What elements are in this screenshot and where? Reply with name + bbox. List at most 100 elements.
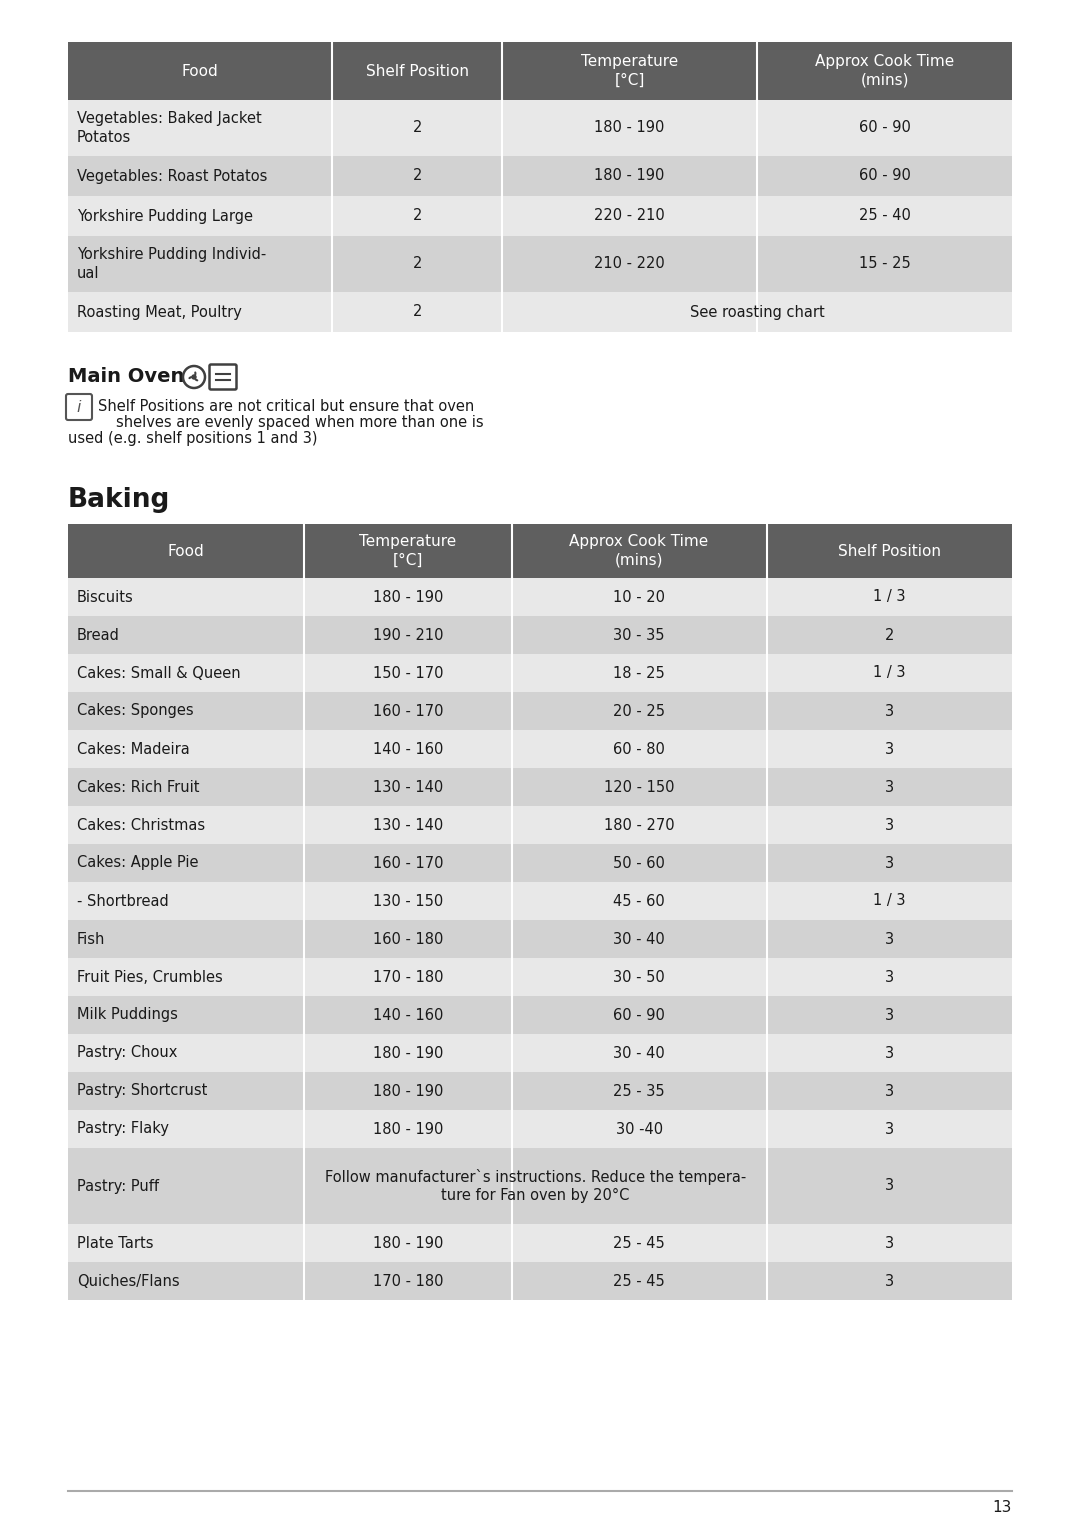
Bar	[333, 235, 502, 292]
Bar	[68, 1110, 303, 1148]
Bar	[757, 235, 1012, 292]
Bar	[512, 1034, 767, 1072]
Bar	[68, 235, 333, 292]
Text: Cakes: Christmas: Cakes: Christmas	[77, 818, 205, 832]
Bar	[68, 1034, 303, 1072]
Text: 2: 2	[413, 304, 422, 320]
Bar	[303, 1110, 512, 1148]
Bar	[303, 616, 512, 654]
Text: 2: 2	[885, 627, 894, 642]
Bar	[303, 995, 512, 1034]
Text: 30 - 40: 30 - 40	[613, 931, 665, 946]
Bar	[303, 524, 512, 578]
Text: 180 - 190: 180 - 190	[373, 1121, 443, 1136]
Bar	[68, 1225, 303, 1261]
Text: Temperature
[°C]: Temperature [°C]	[581, 54, 678, 87]
Text: 3: 3	[885, 1121, 894, 1136]
Text: 150 - 170: 150 - 170	[373, 665, 443, 680]
Text: Shelf Positions are not critical but ensure that oven: Shelf Positions are not critical but ens…	[98, 399, 474, 414]
Text: 2: 2	[413, 257, 422, 272]
Text: 180 - 190: 180 - 190	[373, 1046, 443, 1061]
Bar	[512, 1072, 767, 1110]
Text: Fruit Pies, Crumbles: Fruit Pies, Crumbles	[77, 969, 222, 985]
Bar	[767, 882, 1012, 920]
Bar	[303, 768, 512, 806]
Text: Temperature
[°C]: Temperature [°C]	[360, 534, 457, 567]
Bar	[512, 959, 767, 995]
Bar	[303, 1034, 512, 1072]
Text: Yorkshire Pudding Large: Yorkshire Pudding Large	[77, 208, 253, 223]
Text: Food: Food	[167, 543, 204, 558]
Text: 180 - 190: 180 - 190	[373, 1235, 443, 1251]
Text: 3: 3	[885, 969, 894, 985]
Text: Yorkshire Pudding Individ-
ual: Yorkshire Pudding Individ- ual	[77, 248, 267, 281]
Text: 45 - 60: 45 - 60	[613, 893, 665, 908]
Bar	[333, 292, 502, 332]
Text: 30 -40: 30 -40	[616, 1121, 663, 1136]
Bar	[757, 196, 1012, 235]
Bar	[512, 1110, 767, 1148]
Text: Cakes: Apple Pie: Cakes: Apple Pie	[77, 856, 199, 870]
Text: Vegetables: Baked Jacket
Potatos: Vegetables: Baked Jacket Potatos	[77, 112, 261, 145]
Text: Pastry: Shortcrust: Pastry: Shortcrust	[77, 1084, 207, 1098]
Bar	[502, 99, 757, 156]
Text: i: i	[77, 399, 81, 414]
Bar	[512, 882, 767, 920]
Bar	[767, 524, 1012, 578]
Text: Plate Tarts: Plate Tarts	[77, 1235, 153, 1251]
Text: Cakes: Rich Fruit: Cakes: Rich Fruit	[77, 780, 200, 795]
Text: Quiches/Flans: Quiches/Flans	[77, 1274, 179, 1289]
Bar	[512, 806, 767, 844]
Bar	[68, 693, 303, 729]
Text: 160 - 170: 160 - 170	[373, 856, 443, 870]
Bar	[303, 693, 512, 729]
Bar	[68, 41, 333, 99]
Text: Main Oven: Main Oven	[68, 367, 185, 387]
Text: 60 - 90: 60 - 90	[613, 1008, 665, 1023]
Bar	[512, 844, 767, 882]
Text: 3: 3	[885, 1008, 894, 1023]
Bar	[68, 524, 303, 578]
Text: 13: 13	[993, 1500, 1012, 1515]
Text: 170 - 180: 170 - 180	[373, 969, 443, 985]
Text: 120 - 150: 120 - 150	[604, 780, 674, 795]
Bar	[333, 41, 502, 99]
Circle shape	[192, 375, 195, 379]
Bar	[757, 41, 1012, 99]
Text: Biscuits: Biscuits	[77, 590, 134, 604]
Text: 50 - 60: 50 - 60	[613, 856, 665, 870]
Text: Bread: Bread	[77, 627, 120, 642]
Text: 1 / 3: 1 / 3	[873, 590, 905, 604]
Bar	[303, 1225, 512, 1261]
Text: 3: 3	[885, 931, 894, 946]
Bar	[767, 920, 1012, 959]
Bar	[303, 1148, 512, 1225]
Bar	[68, 99, 333, 156]
Bar	[512, 995, 767, 1034]
Bar	[68, 1148, 303, 1225]
Text: 170 - 180: 170 - 180	[373, 1274, 443, 1289]
Text: 18 - 25: 18 - 25	[613, 665, 665, 680]
Text: 180 - 190: 180 - 190	[594, 168, 665, 183]
Bar	[767, 959, 1012, 995]
Bar	[502, 235, 757, 292]
Bar	[68, 654, 303, 693]
Bar	[767, 729, 1012, 768]
Text: 160 - 170: 160 - 170	[373, 703, 443, 719]
Bar	[68, 768, 303, 806]
Text: 30 - 40: 30 - 40	[613, 1046, 665, 1061]
Bar	[512, 1261, 767, 1300]
Text: 2: 2	[413, 121, 422, 136]
Bar	[333, 156, 502, 196]
Text: 3: 3	[885, 856, 894, 870]
Text: 60 - 90: 60 - 90	[859, 121, 910, 136]
Bar	[757, 292, 1012, 332]
Text: Pastry: Flaky: Pastry: Flaky	[77, 1121, 168, 1136]
Text: Cakes: Sponges: Cakes: Sponges	[77, 703, 193, 719]
Text: 130 - 140: 130 - 140	[373, 780, 443, 795]
Text: 140 - 160: 140 - 160	[373, 742, 443, 757]
Text: 130 - 150: 130 - 150	[373, 893, 443, 908]
Bar	[333, 196, 502, 235]
Text: Approx Cook Time
(mins): Approx Cook Time (mins)	[569, 534, 708, 567]
Bar	[68, 292, 333, 332]
